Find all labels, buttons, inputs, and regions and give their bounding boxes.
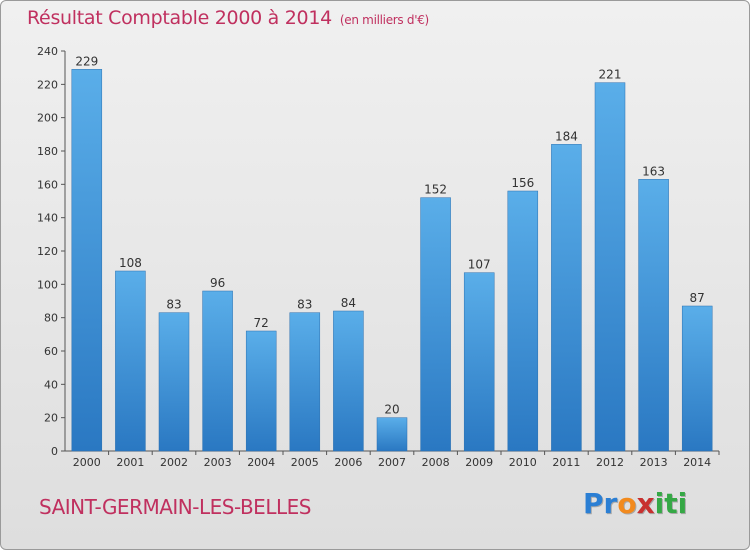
bar-value-label: 84 [341, 296, 356, 310]
bar-value-label: 221 [599, 68, 622, 82]
x-tick-label: 2013 [640, 456, 668, 469]
logo-letter: P [583, 487, 604, 520]
y-tick-label: 220 [37, 78, 58, 91]
bar-value-label: 184 [555, 129, 578, 143]
x-tick-label: 2010 [509, 456, 537, 469]
proxiti-logo: Proxiti [583, 487, 687, 520]
bar-value-label: 163 [642, 164, 665, 178]
bar-value-label: 152 [424, 183, 447, 197]
bar [289, 312, 321, 452]
x-tick-label: 2006 [334, 456, 362, 469]
y-tick-label: 80 [44, 312, 58, 325]
bar-value-label: 72 [254, 316, 269, 330]
logo-letter: i [654, 487, 665, 520]
bar-value-label: 83 [297, 298, 312, 312]
bar-value-label: 108 [119, 256, 142, 270]
bar-value-label: 156 [511, 176, 534, 190]
bar [638, 179, 669, 452]
x-tick-label: 2011 [552, 456, 580, 469]
x-tick-label: 2002 [160, 456, 188, 469]
x-tick-label: 2007 [378, 456, 406, 469]
chart-title-text: Résultat Comptable 2000 à 2014 [27, 7, 332, 29]
x-tick-label: 2001 [116, 456, 144, 469]
chart-value-labels: 229 108 83 96 72 83 84 20 152 107 156 184 221 163 87 [75, 54, 704, 416]
chart-unit: (en milliers d'€) [339, 13, 429, 27]
bar-value-label: 107 [468, 258, 491, 272]
logo-letter: o [617, 487, 637, 520]
bar-value-label: 229 [75, 54, 98, 68]
bar [507, 190, 539, 452]
chart-bars [71, 69, 713, 452]
commune-name: SAINT-GERMAIN-LES-BELLES [39, 495, 311, 519]
bar [115, 270, 146, 452]
x-tick-label: 2009 [465, 456, 493, 469]
bar-value-label: 83 [166, 298, 181, 312]
y-tick-label: 140 [37, 212, 58, 225]
x-tick-label: 2003 [204, 456, 232, 469]
y-tick-label: 20 [44, 412, 58, 425]
y-tick-label: 0 [51, 445, 58, 458]
bar [158, 312, 190, 452]
bar-value-label: 96 [210, 276, 225, 290]
logo-letter: r [603, 487, 618, 520]
y-tick-label: 120 [37, 245, 58, 258]
bar-value-label: 20 [384, 403, 399, 417]
y-tick-label: 160 [37, 178, 58, 191]
chart-title: Résultat Comptable 2000 à 2014 (en millie… [27, 7, 429, 29]
y-tick-label: 100 [37, 278, 58, 291]
bar [245, 330, 277, 452]
bar [420, 197, 451, 452]
bar [594, 82, 626, 452]
bar [551, 144, 582, 452]
bar [463, 272, 495, 452]
x-tick-label: 2014 [683, 456, 711, 469]
bar [376, 417, 408, 452]
bar-value-label: 87 [690, 291, 705, 305]
logo-letter: i [677, 487, 688, 520]
bar [202, 290, 233, 452]
logo-letter: x [636, 487, 655, 520]
x-tick-label: 2000 [73, 456, 101, 469]
y-tick-label: 200 [37, 112, 58, 125]
y-tick-label: 60 [44, 345, 58, 358]
x-tick-label: 2008 [422, 456, 450, 469]
y-tick-label: 180 [37, 145, 58, 158]
x-tick-label: 2004 [247, 456, 275, 469]
y-tick-label: 40 [44, 378, 58, 391]
bar [71, 69, 103, 452]
x-tick-label: 2012 [596, 456, 624, 469]
x-tick-label: 2005 [291, 456, 319, 469]
bar [333, 310, 364, 452]
y-tick-label: 240 [37, 45, 58, 58]
bar [681, 305, 713, 452]
logo-letter: t [664, 487, 678, 520]
